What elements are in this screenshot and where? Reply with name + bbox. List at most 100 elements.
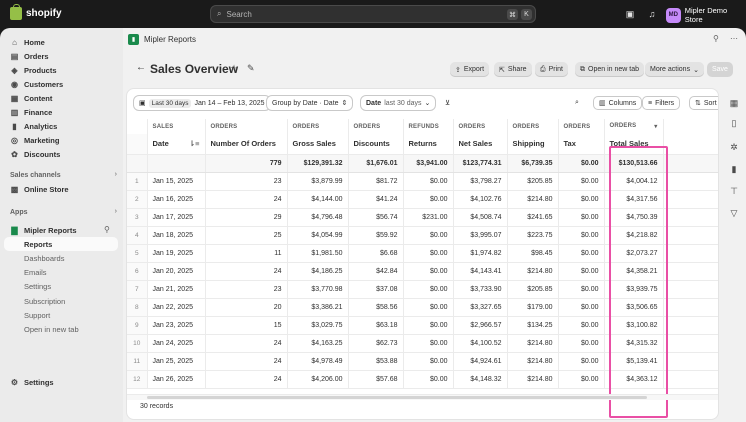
cell-ret: $0.00	[402, 226, 453, 245]
table-row[interactable]: 7 Jan 21, 2025 23 $3,770.98 $37.08 $0.00 $3,73…	[127, 280, 718, 299]
row-number: 11	[127, 352, 148, 371]
table-row[interactable]: 12 Jan 26, 2025 24 $4,206.00 $57.68 $0.00 $4,1…	[127, 370, 718, 389]
inbox-icon[interactable]: ▣	[625, 8, 635, 19]
print-button[interactable]: ⎙ Print	[535, 62, 569, 77]
sidebar-item-discounts[interactable]: ✿ Discounts	[4, 147, 118, 161]
column-header-date[interactable]: Date ⇂≡	[146, 134, 205, 155]
back-arrow-icon[interactable]: ←	[136, 62, 146, 73]
table-row[interactable]: 5 Jan 19, 2025 11 $1,981.50 $6.68 $0.00 $1,974…	[127, 244, 718, 263]
column-header-shipping[interactable]: Shipping	[506, 134, 558, 155]
more-actions-button[interactable]: More actions ⌄	[645, 62, 704, 77]
cell-ret: $0.00	[402, 352, 453, 371]
cell-ret: $0.00	[402, 370, 453, 389]
column-header-tax[interactable]: Tax	[557, 134, 604, 155]
group-by-select[interactable]: Group by Date · Date ⇕	[266, 95, 354, 111]
clear-filters-button[interactable]: ⊻	[440, 95, 456, 111]
sidebar-item-marketing[interactable]: ◎ Marketing	[4, 133, 118, 147]
table-view-icon[interactable]: ▦	[729, 97, 739, 108]
horizontal-scrollbar[interactable]	[127, 394, 718, 400]
sidebar-item-online-store[interactable]: ▩ Online Store	[4, 182, 118, 196]
table-row[interactable]: 8 Jan 22, 2025 20 $3,386.21 $58.56 $0.00 $3,32…	[127, 298, 718, 317]
bell-icon[interactable]: ♫	[648, 9, 656, 19]
open-new-tab-button[interactable]: ⧉ Open in new tab	[575, 62, 644, 77]
sidebar-item-analytics[interactable]: ▮ Analytics	[4, 119, 118, 133]
cell-date: Jan 26, 2025	[146, 370, 205, 389]
sales-channels-heading[interactable]: Sales channels	[10, 172, 61, 179]
shopify-logo[interactable]: shopify	[10, 4, 62, 20]
sidebar-item-home[interactable]: ⌂ Home	[4, 35, 118, 49]
chevron-down-icon[interactable]: ▾	[654, 124, 658, 130]
scrollbar-thumb[interactable]	[147, 396, 647, 399]
table-row[interactable]: 11 Jan 25, 2025 24 $4,978.49 $53.88 $0.00 $4,9…	[127, 352, 718, 371]
table-row[interactable]: 10 Jan 24, 2025 24 $4,163.25 $62.73 $0.00 $4,1…	[127, 334, 718, 353]
search-icon: ⌕	[217, 9, 222, 18]
column-header-net-sales[interactable]: Net Sales	[452, 134, 507, 155]
export-button[interactable]: ⇪ Export	[450, 62, 490, 77]
apps-heading[interactable]: Apps	[10, 209, 28, 216]
filters-button[interactable]: ≡ Filters	[642, 96, 681, 110]
column-header-total-sales[interactable]: Total Sales	[603, 134, 663, 155]
sidebar-item-settings[interactable]: ⚙ Settings	[4, 375, 118, 389]
date-filter-value: last 30 days	[384, 99, 422, 107]
table-row[interactable]: 2 Jan 16, 2025 24 $4,144.00 $41.24 $0.00 $4,10…	[127, 190, 718, 209]
sidebar-subitem-emails[interactable]: Emails	[24, 267, 47, 277]
table-row[interactable]: 3 Jan 17, 2025 29 $4,796.48 $56.74 $231.00 $4,…	[127, 208, 718, 227]
cell-tax: $0.00	[557, 334, 604, 353]
column-header-number-of-orders[interactable]: Number Of Orders	[204, 134, 287, 155]
more-icon[interactable]: ⋯	[730, 34, 738, 43]
sidebar-subitem-open-new-tab[interactable]: Open in new tab	[24, 324, 79, 334]
table-row[interactable]: 9 Jan 23, 2025 15 $3,029.75 $63.18 $0.00 $2,96…	[127, 316, 718, 335]
sidebar-subitem-support[interactable]: Support	[24, 310, 51, 320]
table-row[interactable]: 6 Jan 20, 2025 24 $4,186.25 $42.84 $0.00 $4,14…	[127, 262, 718, 281]
report-card: ▣ Last 30 days Jan 14 – Feb 13, 2025 Gro…	[126, 88, 719, 420]
cell-tax: $0.00	[557, 172, 604, 191]
star-icon[interactable]: ☆	[230, 63, 239, 73]
export-icon: ⇪	[455, 66, 461, 74]
sidebar-subitem-subscription[interactable]: Subscription	[24, 296, 66, 306]
cell-total: $3,939.75	[603, 280, 663, 299]
cell-net: $3,733.90	[452, 280, 507, 299]
date-filter-chip[interactable]: Date last 30 days ⌄	[360, 95, 437, 111]
bar-chart-icon[interactable]: ▮	[731, 163, 737, 174]
store-switcher[interactable]: MD Mipler Demo Store	[666, 6, 746, 24]
save-button[interactable]: Save	[707, 62, 733, 77]
table-row[interactable]: 4 Jan 18, 2025 25 $4,054.99 $59.92 $0.00 $3,99…	[127, 226, 718, 245]
column-header-gross-sales[interactable]: Gross Sales	[286, 134, 348, 155]
cell-date: Jan 25, 2025	[146, 352, 205, 371]
table-row[interactable]: 1 Jan 15, 2025 23 $3,879.99 $81.72 $0.00 $3,79…	[127, 172, 718, 191]
sidebar-subitem-dashboards[interactable]: Dashboards	[24, 253, 65, 263]
search-input[interactable]: ⌕ Search ⌘ K	[210, 5, 536, 23]
sidebar-item-products[interactable]: ◈ Products	[4, 63, 118, 77]
sidebar-item-orders[interactable]: ▤ Orders	[4, 49, 118, 63]
layout-icon[interactable]: ▯	[731, 117, 737, 128]
cell-disc: $53.88	[347, 352, 403, 371]
sidebar-item-content[interactable]: ▦ Content	[4, 91, 118, 105]
pin-icon[interactable]: ⚲	[104, 225, 110, 234]
sidebar-item-mipler-reports[interactable]: ▇ Mipler Reports	[4, 223, 118, 237]
chevron-right-icon[interactable]: ›	[114, 171, 117, 178]
share-button[interactable]: ⇱ Share	[494, 62, 532, 77]
sidebar-item-finance[interactable]: ▥ Finance	[4, 105, 118, 119]
sort-button[interactable]: ⇅ Sort	[689, 96, 718, 110]
column-header-returns[interactable]: Returns	[402, 134, 453, 155]
cell-orders: 24	[204, 334, 287, 353]
sidebar-item-label: Orders	[24, 51, 49, 61]
funnel-icon[interactable]: ▽	[730, 207, 738, 218]
paint-roller-icon[interactable]: ⊤	[730, 185, 738, 196]
date-range-picker[interactable]: ▣ Last 30 days Jan 14 – Feb 13, 2025	[133, 95, 271, 111]
sidebar-subitem-reports[interactable]: Reports	[4, 237, 118, 251]
sidebar-subitem-settings[interactable]: Settings	[24, 281, 52, 291]
group-label-total-sales[interactable]: ORDERS ▾	[603, 119, 663, 134]
search-icon[interactable]: ⌕	[570, 95, 584, 111]
sort-desc-icon[interactable]: ⇂≡	[188, 139, 200, 149]
pin-icon[interactable]: ⚲	[713, 34, 719, 43]
chevron-right-icon[interactable]: ›	[114, 208, 117, 215]
column-header-discounts[interactable]: Discounts	[347, 134, 403, 155]
sidebar-item-customers[interactable]: ◉ Customers	[4, 77, 118, 91]
cell-total: $4,315.32	[603, 334, 663, 353]
columns-button[interactable]: ▥ Columns	[593, 96, 643, 110]
cell-ret: $0.00	[402, 190, 453, 209]
share-icon: ⇱	[499, 66, 505, 74]
settings-cog-icon[interactable]: ✲	[730, 141, 738, 152]
pencil-icon[interactable]: ✎	[247, 63, 255, 73]
